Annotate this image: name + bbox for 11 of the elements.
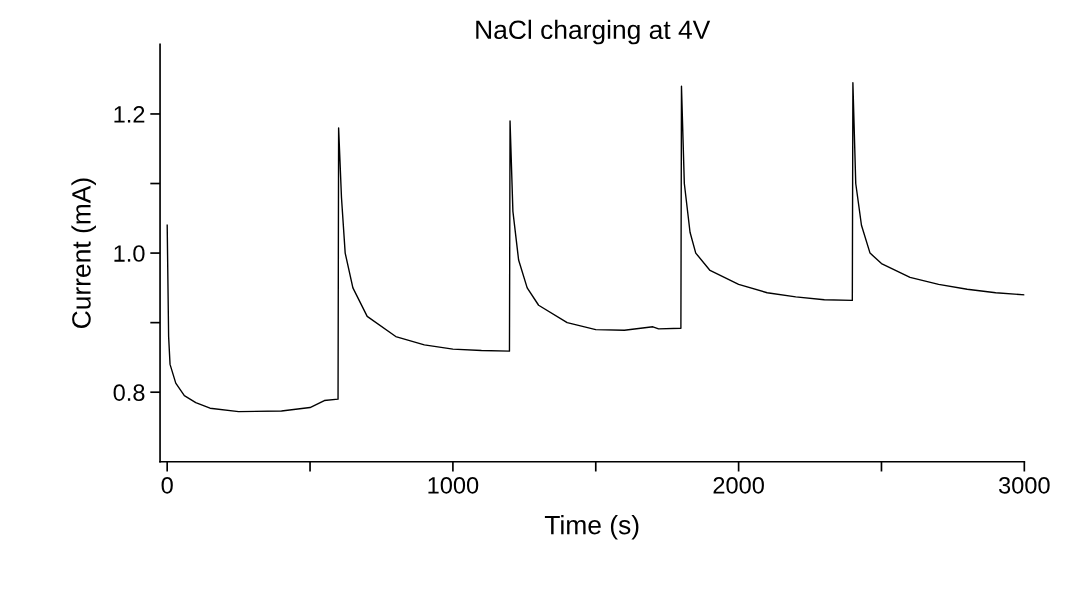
x-tick-label: 1000 xyxy=(428,476,479,494)
y-tick-label: 0.8 xyxy=(113,384,145,401)
x-tick-label: 3000 xyxy=(998,476,1050,494)
x-tick-label: 2000 xyxy=(713,476,764,494)
y-tick-label: 1.0 xyxy=(114,245,145,262)
y-axis-title: Current (mA) xyxy=(71,178,96,328)
x-axis-title: Time (s) xyxy=(544,515,639,540)
chart-title: NaCl charging at 4V xyxy=(476,19,711,45)
line-series xyxy=(166,81,1025,413)
y-tick-label: 1.2 xyxy=(114,106,145,123)
x-tick-label: 0 xyxy=(161,476,173,494)
